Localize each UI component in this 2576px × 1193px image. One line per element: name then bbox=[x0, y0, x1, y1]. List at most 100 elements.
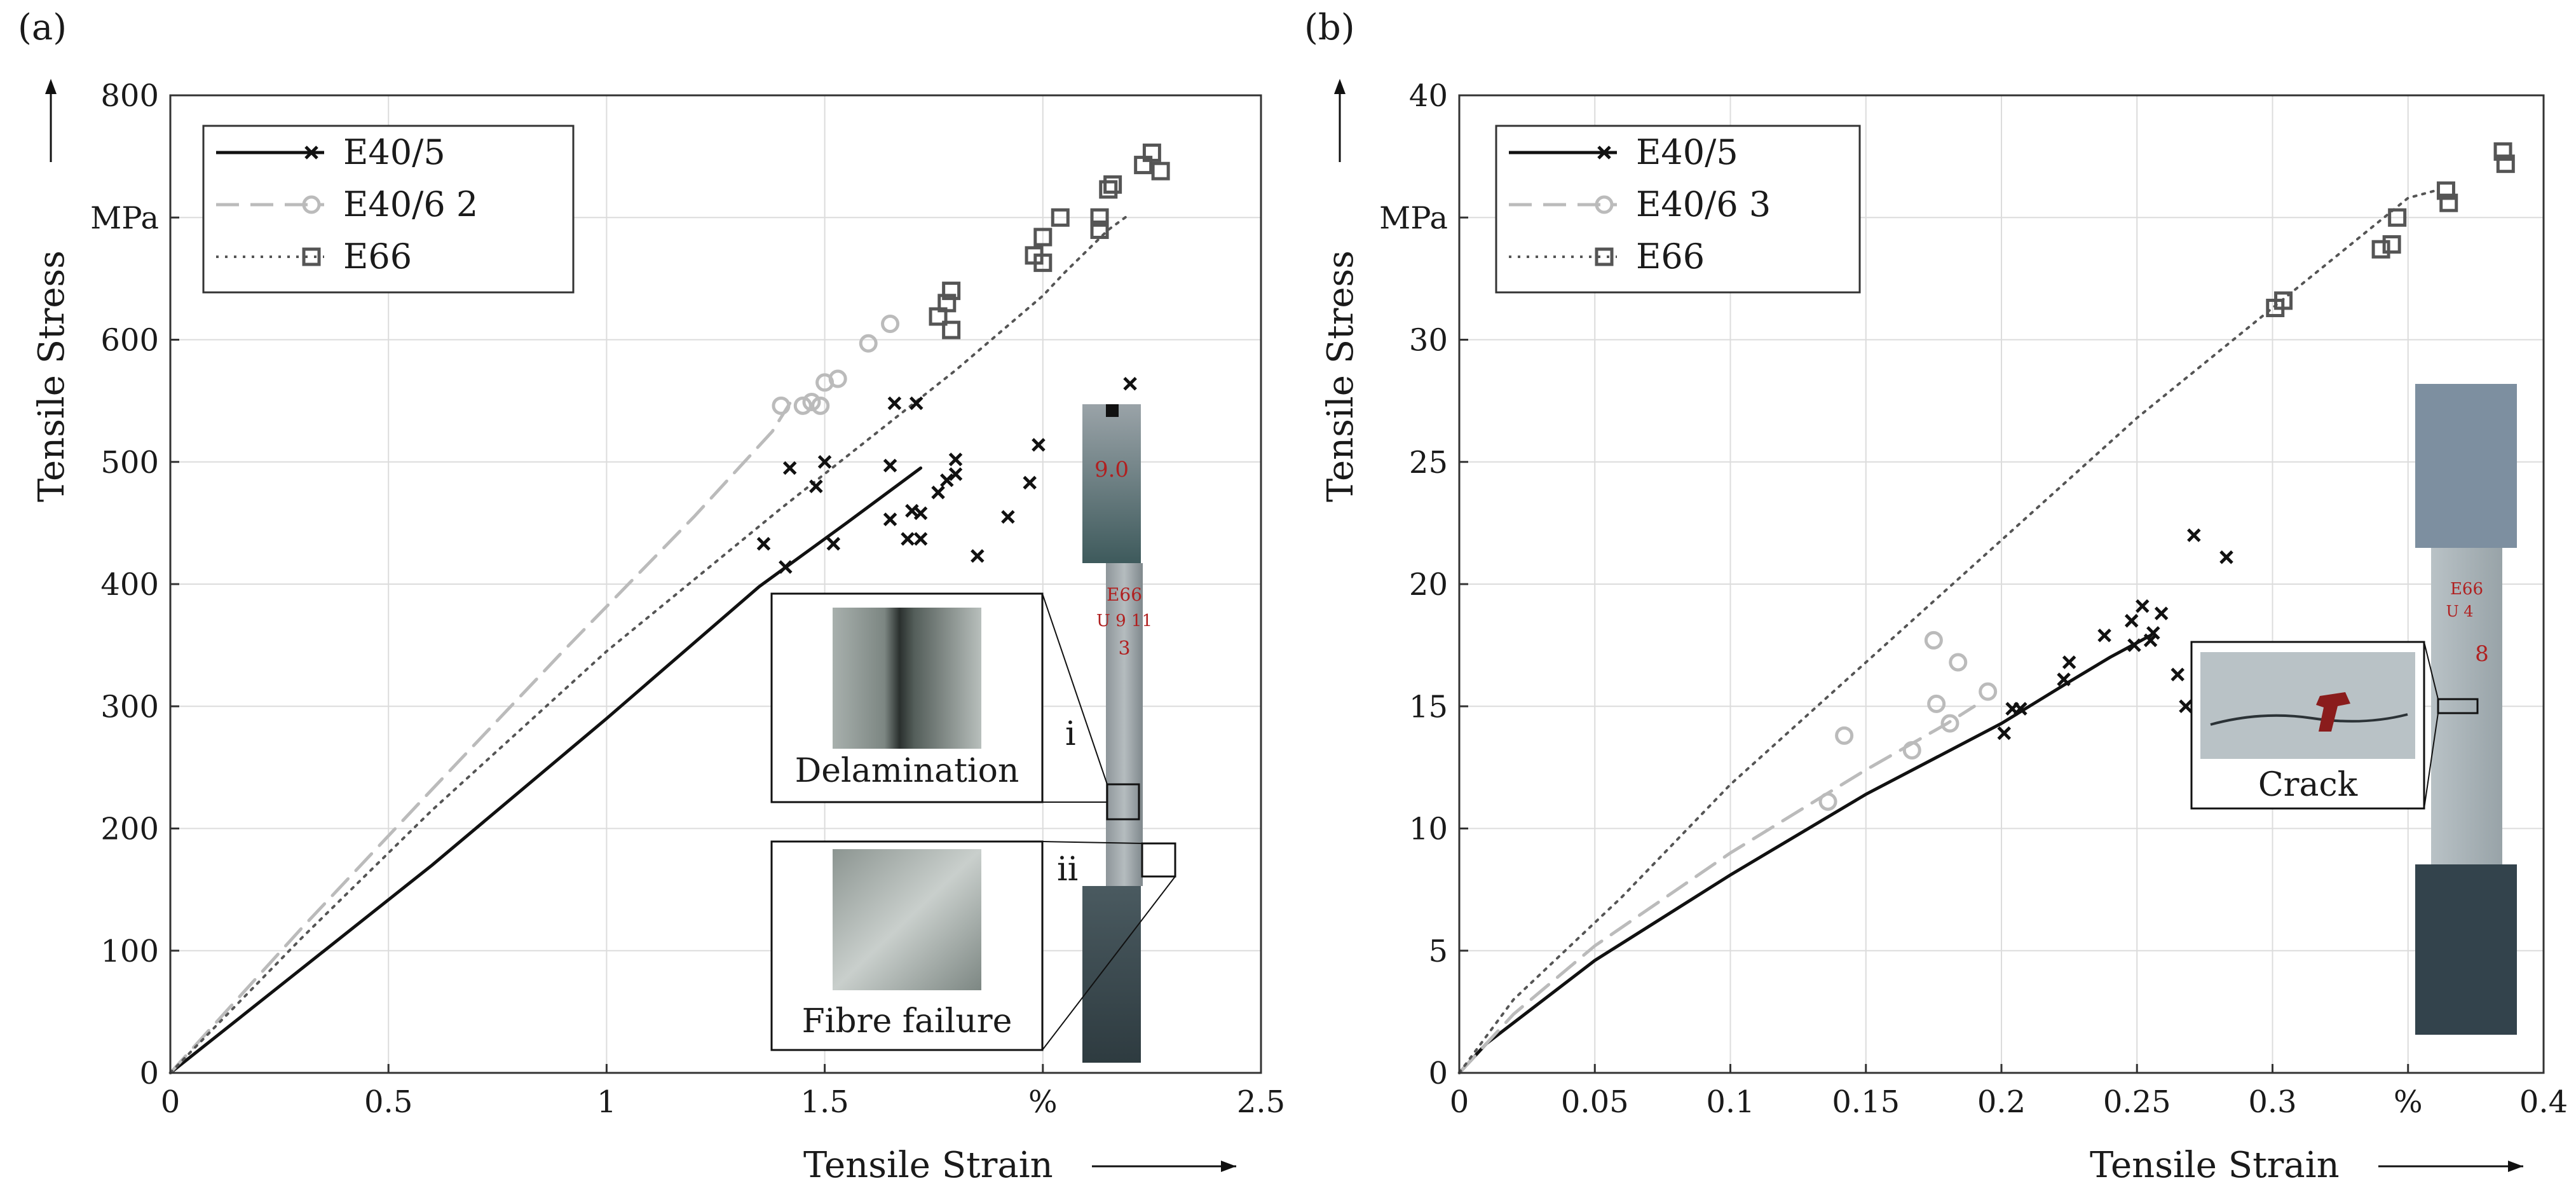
panel-a-y-ticks: 0 100 200 300 400 500 600 MPa 800 bbox=[90, 78, 179, 1091]
data-point bbox=[826, 536, 841, 551]
data-point bbox=[2124, 613, 2139, 628]
panel-a-x-axis-label: Tensile Strain bbox=[803, 1145, 1053, 1186]
data-point bbox=[802, 393, 821, 412]
x-tick-label: 0.4 bbox=[2519, 1084, 2568, 1120]
data-point bbox=[909, 396, 923, 411]
x-tick-label: 0.25 bbox=[2103, 1084, 2171, 1120]
data-point bbox=[913, 532, 928, 546]
panel-a-legend: E40/5 E40/6 2 E66 bbox=[202, 125, 575, 294]
data-point bbox=[1835, 726, 1854, 745]
data-point bbox=[1032, 438, 1046, 452]
data-point bbox=[1927, 694, 1946, 713]
data-point bbox=[2146, 626, 2160, 640]
panel-a-x-ticks: 0 0.5 1 1.5% 2.5 bbox=[161, 1064, 1285, 1120]
data-point bbox=[2154, 606, 2169, 620]
data-point bbox=[1979, 682, 1998, 701]
legend-swatch-marker bbox=[302, 195, 321, 214]
y-tick-label: 400 bbox=[100, 567, 159, 603]
x-tick-label: 0.5 bbox=[364, 1084, 412, 1120]
panel-a-y-axis-label: Tensile Stress bbox=[31, 250, 72, 502]
panel-a-specimen-text-3: U 9 11 bbox=[1096, 611, 1152, 631]
x-tick-label: 0 bbox=[161, 1084, 181, 1120]
data-point bbox=[2436, 181, 2455, 200]
data-point bbox=[2097, 628, 2111, 643]
x-tick-label: 1.5 bbox=[800, 1084, 848, 1120]
panel-a-series-points bbox=[756, 143, 1170, 574]
legend-label: E40/5 bbox=[1636, 132, 1738, 172]
data-point bbox=[2274, 291, 2293, 310]
data-point bbox=[1142, 143, 1161, 162]
data-point bbox=[883, 458, 897, 473]
legend-label: E40/6 3 bbox=[1636, 184, 1771, 224]
y-tick-label: 40 bbox=[1409, 78, 1448, 114]
panel-a-specimen-text-2: E66 bbox=[1107, 584, 1142, 605]
data-point bbox=[772, 396, 791, 415]
data-point bbox=[942, 320, 961, 339]
data-point bbox=[2171, 667, 2184, 682]
series-line bbox=[1457, 704, 1976, 1075]
data-point bbox=[782, 461, 797, 475]
y-tick-label: 300 bbox=[100, 689, 159, 725]
data-point bbox=[1940, 714, 1959, 733]
data-point bbox=[2219, 550, 2233, 564]
panel-b-specimen-text-1: E66 bbox=[2450, 580, 2483, 599]
data-point bbox=[2493, 142, 2512, 161]
x-tick-label: 0.05 bbox=[1561, 1084, 1629, 1120]
panel-a-x-arrow bbox=[1092, 1161, 1236, 1172]
panel-b-series-points bbox=[1818, 142, 2515, 811]
y-tick-label: 10 bbox=[1409, 812, 1448, 847]
data-point bbox=[1949, 653, 1968, 672]
y-tick-label: 800 bbox=[100, 78, 159, 114]
data-point bbox=[859, 334, 878, 353]
panel-a-y-arrow bbox=[45, 79, 57, 162]
series-line bbox=[169, 212, 1132, 1074]
data-point bbox=[2496, 154, 2515, 174]
series-line bbox=[168, 466, 923, 1075]
panel-a-marker-ii: ii bbox=[1057, 850, 1078, 889]
data-point bbox=[1090, 220, 1109, 239]
y-tick-label: 0 bbox=[139, 1056, 159, 1091]
y-tick-label: 5 bbox=[1428, 934, 1448, 969]
panel-b-crack-box bbox=[2437, 698, 2479, 714]
panel-b-x-arrow bbox=[2378, 1161, 2523, 1172]
panel-b-specimen-photo: E66 U 4 8 bbox=[2415, 384, 2517, 1035]
panel-b-inset-crack: Crack bbox=[2190, 641, 2439, 810]
data-point bbox=[1902, 740, 1921, 760]
data-point bbox=[2388, 208, 2407, 227]
data-point bbox=[1997, 726, 2012, 740]
y-tick-label: 100 bbox=[100, 934, 159, 969]
data-point bbox=[1090, 208, 1109, 227]
data-point bbox=[1123, 376, 1137, 391]
legend-swatch-marker bbox=[1595, 247, 1614, 266]
panel-a-series-lines bbox=[168, 212, 1132, 1075]
data-point bbox=[809, 479, 823, 493]
panel-b-specimen-text-3: 8 bbox=[2475, 641, 2489, 667]
data-point bbox=[948, 453, 963, 467]
y-tick-label: 15 bbox=[1409, 689, 1448, 725]
legend-swatch-marker bbox=[1595, 195, 1614, 214]
legend-swatch-marker bbox=[1597, 146, 1611, 160]
data-point bbox=[887, 396, 902, 411]
data-point bbox=[779, 560, 793, 574]
data-point bbox=[2179, 699, 2193, 714]
data-point bbox=[2439, 193, 2458, 212]
panel-a: (a) 0 0.5 1 1.5% 2.5 0 100 200 300 400 500 600 MPa 8… bbox=[18, 7, 1285, 1186]
data-point bbox=[931, 486, 945, 500]
x-tick-label: % bbox=[2394, 1084, 2423, 1120]
data-point bbox=[1033, 253, 1053, 272]
y-tick-label: MPa bbox=[90, 200, 159, 236]
panel-b: (b) 0 0.05 0.1 0.15 0.2 0.25 0.3% 0.4 0 5 10 15 20 2… bbox=[1304, 7, 2568, 1186]
panel-b-label: (b) bbox=[1304, 7, 1355, 48]
legend-label: E66 bbox=[343, 236, 412, 276]
x-tick-label: 0.15 bbox=[1832, 1084, 1900, 1120]
panel-a-fibre-failure-label: Fibre failure bbox=[802, 1002, 1012, 1040]
data-point bbox=[817, 454, 832, 469]
data-point bbox=[2371, 240, 2390, 259]
panel-b-series-lines bbox=[1457, 189, 2437, 1075]
panel-a-delamination-label: Delamination bbox=[795, 752, 1019, 790]
y-tick-label: MPa bbox=[1379, 200, 1448, 236]
data-point bbox=[901, 532, 915, 546]
panel-a-label: (a) bbox=[18, 7, 67, 48]
data-point bbox=[1103, 175, 1122, 194]
data-point bbox=[1924, 631, 1943, 650]
